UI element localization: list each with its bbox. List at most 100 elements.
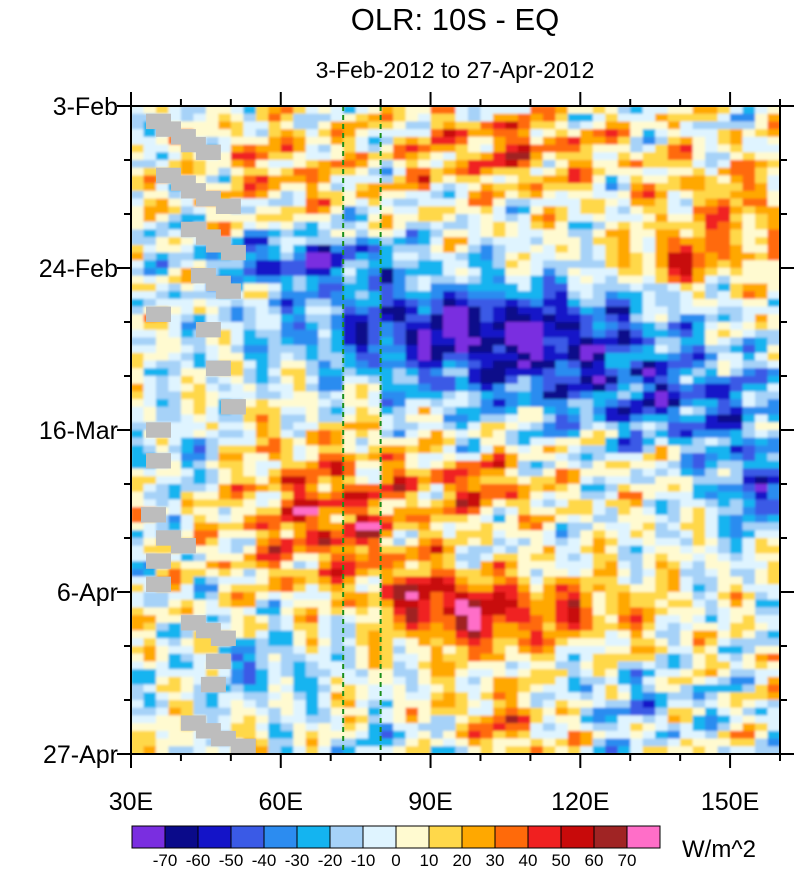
heatmap-cell [667, 700, 681, 709]
heatmap-cell [418, 106, 432, 115]
heatmap-cell [730, 553, 744, 562]
heatmap-cell [480, 646, 494, 655]
heatmap-cell [318, 167, 332, 177]
heatmap-cell [530, 337, 544, 346]
heatmap-cell [318, 584, 332, 593]
heatmap-cell [480, 437, 494, 447]
heatmap-cell [492, 383, 507, 393]
colorbar-label: -50 [219, 851, 244, 869]
heatmap-cell [368, 414, 382, 423]
heatmap-cell [205, 715, 219, 724]
heatmap-cell [205, 484, 219, 493]
heatmap-cell [680, 561, 694, 570]
heatmap-cell [330, 538, 344, 547]
heatmap-cell [243, 576, 257, 585]
heatmap-cell [692, 244, 706, 254]
heatmap-cell [293, 314, 307, 323]
heatmap-cell [480, 198, 494, 207]
heatmap-cell [131, 576, 145, 585]
y-tick-label: 16-Mar [39, 417, 118, 445]
heatmap-cell [168, 368, 182, 377]
heatmap-cell [368, 630, 382, 639]
heatmap-cell [767, 237, 780, 246]
heatmap-cell [443, 252, 457, 261]
heatmap-cell [717, 646, 731, 655]
heatmap-cell [205, 584, 219, 593]
heatmap-cell [555, 522, 569, 531]
heatmap-cell [180, 453, 194, 462]
heatmap-cell [168, 646, 182, 655]
heatmap-cell [255, 514, 269, 524]
heatmap-cell [131, 414, 145, 423]
heatmap-cell [131, 152, 145, 161]
heatmap-cell [380, 360, 394, 369]
heatmap-cell [542, 746, 556, 754]
heatmap-cell [393, 738, 407, 747]
heatmap-cell [330, 599, 344, 609]
heatmap-cell [742, 206, 756, 215]
heatmap-cell [767, 252, 780, 261]
heatmap-cell [480, 476, 494, 485]
heatmap-cell [430, 160, 444, 169]
heatmap-cell [680, 136, 694, 146]
heatmap-cell [592, 136, 606, 146]
heatmap-cell [455, 121, 469, 130]
heatmap-cell [642, 476, 656, 485]
heatmap-cell [742, 275, 756, 285]
heatmap-cell [492, 684, 507, 693]
heatmap-cell [418, 522, 432, 531]
colorbar-swatch [461, 825, 496, 849]
heatmap-cell [131, 638, 145, 647]
heatmap-cell [705, 391, 719, 400]
heatmap-cell [655, 445, 669, 454]
heatmap-cell [405, 376, 419, 385]
heatmap-cell [393, 422, 407, 431]
heatmap-cell [667, 723, 681, 732]
heatmap-cell [330, 530, 344, 539]
heatmap-cell [492, 237, 507, 246]
heatmap-cell [767, 376, 780, 385]
heatmap-cell [368, 700, 382, 709]
heatmap-cell [755, 352, 769, 362]
heatmap-cell [280, 746, 294, 754]
heatmap-cell [530, 160, 544, 169]
heatmap-cell [742, 530, 756, 539]
heatmap-cell [293, 561, 307, 570]
heatmap-cell [517, 545, 531, 555]
heatmap-cell [505, 360, 519, 369]
heatmap-cell [168, 700, 182, 709]
heatmap-cell [692, 368, 706, 377]
heatmap-cell [517, 622, 531, 632]
heatmap-cell [180, 700, 194, 709]
heatmap-cell [255, 337, 269, 346]
heatmap-cell [717, 275, 731, 285]
heatmap-cell [630, 514, 644, 524]
heatmap-cell [305, 252, 319, 261]
heatmap-cell [530, 437, 544, 447]
heatmap-cell [293, 129, 307, 138]
heatmap-cell [430, 391, 444, 400]
heatmap-cell [393, 568, 407, 578]
heatmap-cell [293, 144, 307, 153]
heatmap-cell [592, 561, 606, 570]
heatmap-cell [680, 476, 694, 485]
heatmap-cell [393, 352, 407, 362]
heatmap-cell [218, 345, 232, 354]
heatmap-cell [592, 707, 606, 717]
heatmap-cell [243, 522, 257, 531]
heatmap-cell [742, 453, 756, 462]
heatmap-cell [218, 568, 232, 578]
heatmap-cell [467, 584, 482, 593]
heatmap-cell [655, 545, 669, 555]
heatmap-cell [767, 167, 780, 177]
heatmap-cell [230, 437, 244, 447]
heatmap-cell [692, 437, 706, 447]
heatmap-cell [305, 638, 319, 647]
heatmap-cell [405, 136, 419, 146]
heatmap-cell [368, 252, 382, 261]
heatmap-cell [380, 291, 394, 300]
heatmap-cell [680, 160, 694, 169]
heatmap-cell [255, 715, 269, 724]
heatmap-cell [143, 592, 157, 601]
heatmap-cell [655, 175, 669, 184]
